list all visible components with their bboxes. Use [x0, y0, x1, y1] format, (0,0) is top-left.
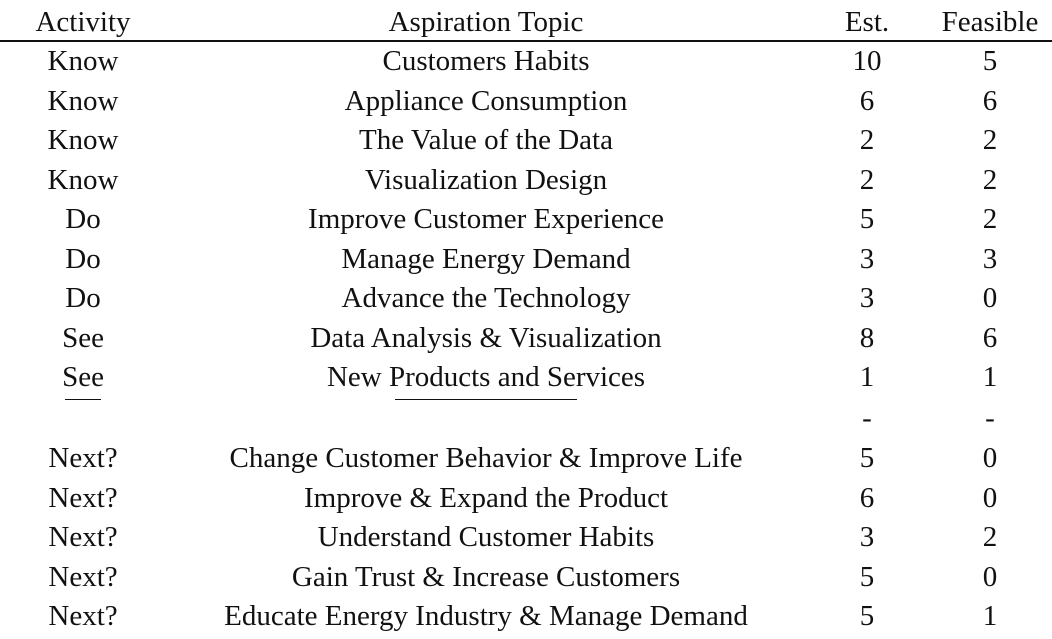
feasible-cell: 0: [982, 481, 998, 514]
est-cell: 5: [859, 203, 875, 235]
activity-cell: Next?: [48, 560, 118, 593]
table-header: Activity Aspiration Topic Est. Feasible: [0, 4, 1052, 41]
feasible-cell: 2: [982, 521, 998, 554]
topic-cell: Data Analysis & Visualization: [310, 321, 662, 354]
activity-cell: Next?: [48, 442, 118, 475]
activity-cell: See: [62, 321, 104, 354]
est-cell: 5: [859, 560, 875, 593]
table-row: Next? Educate Energy Industry & Manage De…: [0, 597, 1052, 637]
aspiration-table: Activity Aspiration Topic Est. Feasible …: [0, 4, 1052, 637]
est-cell: 6: [859, 84, 875, 117]
table-row: See Data Analysis & Visualization 8 6: [0, 319, 1052, 359]
separator-long-rule: ————: [395, 398, 577, 440]
header-est: Est.: [844, 6, 890, 38]
est-cell: 3: [859, 282, 875, 314]
est-cell: 5: [859, 442, 875, 475]
feasible-cell: 0: [982, 282, 998, 314]
topic-cell: The Value of the Data: [359, 124, 613, 156]
header-row: Activity Aspiration Topic Est. Feasible: [0, 4, 1052, 41]
activity-cell: —: [0, 398, 166, 440]
table-row: Know Visualization Design 2 2: [0, 161, 1052, 201]
activity-cell: Know: [47, 124, 119, 156]
table-row: Do Manage Energy Demand 3 3: [0, 240, 1052, 280]
activity-cell: Next?: [48, 600, 118, 633]
topic-cell: Gain Trust & Increase Customers: [291, 560, 681, 593]
table-row: See New Products and Services 1 1: [0, 358, 1052, 398]
feasible-cell: 5: [982, 45, 998, 77]
activity-cell: Do: [65, 203, 101, 235]
separator-short-rule: —: [65, 398, 101, 440]
est-cell: -: [862, 401, 872, 434]
est-cell: 10: [852, 45, 882, 77]
feasible-cell: 0: [982, 442, 998, 475]
est-cell: 1: [859, 361, 875, 393]
topic-cell: Visualization Design: [364, 163, 608, 196]
activity-cell: Know: [47, 84, 119, 117]
activity-cell: Next?: [48, 521, 118, 554]
topic-cell: Customers Habits: [382, 45, 590, 77]
topic-cell: Advance the Technology: [341, 282, 631, 314]
activity-cell: Do: [65, 282, 101, 314]
est-cell: 3: [859, 521, 875, 554]
feasible-cell: 2: [982, 203, 998, 235]
table-row: Next? Gain Trust & Increase Customers 5 0: [0, 558, 1052, 598]
header-activity: Activity: [35, 6, 131, 38]
table-row: Do Improve Customer Experience 5 2: [0, 200, 1052, 240]
topic-cell: Improve & Expand the Product: [303, 481, 669, 514]
activity-cell: Know: [47, 163, 119, 196]
table-row: Know Appliance Consumption 6 6: [0, 82, 1052, 122]
table-row: Know Customers Habits 10 5: [0, 41, 1052, 82]
topic-cell: Change Customer Behavior & Improve Life: [229, 442, 743, 475]
est-cell: 3: [859, 242, 875, 275]
table-row: Next? Understand Customer Habits 3 2: [0, 518, 1052, 558]
table-row: Next? Improve & Expand the Product 6 0: [0, 479, 1052, 519]
topic-cell: Appliance Consumption: [344, 84, 628, 117]
feasible-cell: 1: [982, 600, 998, 633]
feasible-cell: 2: [982, 124, 998, 156]
activity-cell: Next?: [48, 481, 118, 514]
table-row: Know The Value of the Data 2 2: [0, 121, 1052, 161]
activity-cell: See: [62, 361, 104, 393]
activity-cell: Do: [65, 242, 101, 275]
table-row: Next? Change Customer Behavior & Improve …: [0, 439, 1052, 479]
feasible-cell: -: [985, 401, 995, 434]
feasible-cell: 6: [982, 84, 998, 117]
feasible-cell: 0: [982, 560, 998, 593]
feasible-cell: 2: [982, 163, 998, 196]
est-cell: 6: [859, 481, 875, 514]
est-cell: 5: [859, 600, 875, 633]
table-row: Do Advance the Technology 3 0: [0, 279, 1052, 319]
feasible-cell: 1: [982, 361, 998, 393]
header-aspiration-topic: Aspiration Topic: [388, 6, 584, 38]
header-feasible: Feasible: [941, 6, 1039, 38]
feasible-cell: 6: [982, 321, 998, 354]
feasible-cell: 3: [982, 242, 998, 275]
est-cell: 2: [859, 124, 875, 156]
topic-cell: ————: [166, 398, 806, 440]
topic-cell: Improve Customer Experience: [308, 203, 664, 235]
topic-cell: Understand Customer Habits: [317, 521, 655, 554]
topic-cell: New Products and Services: [326, 361, 646, 393]
est-cell: 2: [859, 163, 875, 196]
est-cell: 8: [859, 321, 875, 354]
topic-cell: Manage Energy Demand: [341, 242, 631, 275]
activity-cell: Know: [47, 45, 119, 77]
topic-cell: Educate Energy Industry & Manage Demand: [224, 600, 748, 633]
table-body: Know Customers Habits 10 5 Know Appliance Con…: [0, 41, 1052, 637]
table-row: —————--: [0, 398, 1052, 440]
